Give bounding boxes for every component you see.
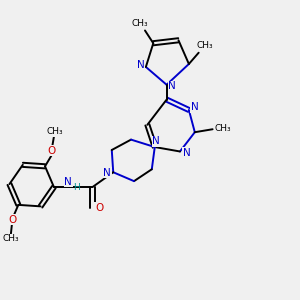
Text: CH₃: CH₃ xyxy=(3,235,19,244)
Text: N: N xyxy=(103,168,111,178)
Text: O: O xyxy=(95,203,103,213)
Text: N: N xyxy=(168,81,176,91)
Text: N: N xyxy=(152,136,160,146)
Text: H: H xyxy=(73,183,80,192)
Text: O: O xyxy=(8,215,16,225)
Text: CH₃: CH₃ xyxy=(132,19,148,28)
Text: N: N xyxy=(64,177,72,187)
Text: N: N xyxy=(191,102,199,112)
Text: O: O xyxy=(47,146,56,156)
Text: CH₃: CH₃ xyxy=(46,127,63,136)
Text: CH₃: CH₃ xyxy=(215,124,231,133)
Text: N: N xyxy=(137,60,144,70)
Text: CH₃: CH₃ xyxy=(197,41,214,50)
Text: N: N xyxy=(183,148,190,158)
